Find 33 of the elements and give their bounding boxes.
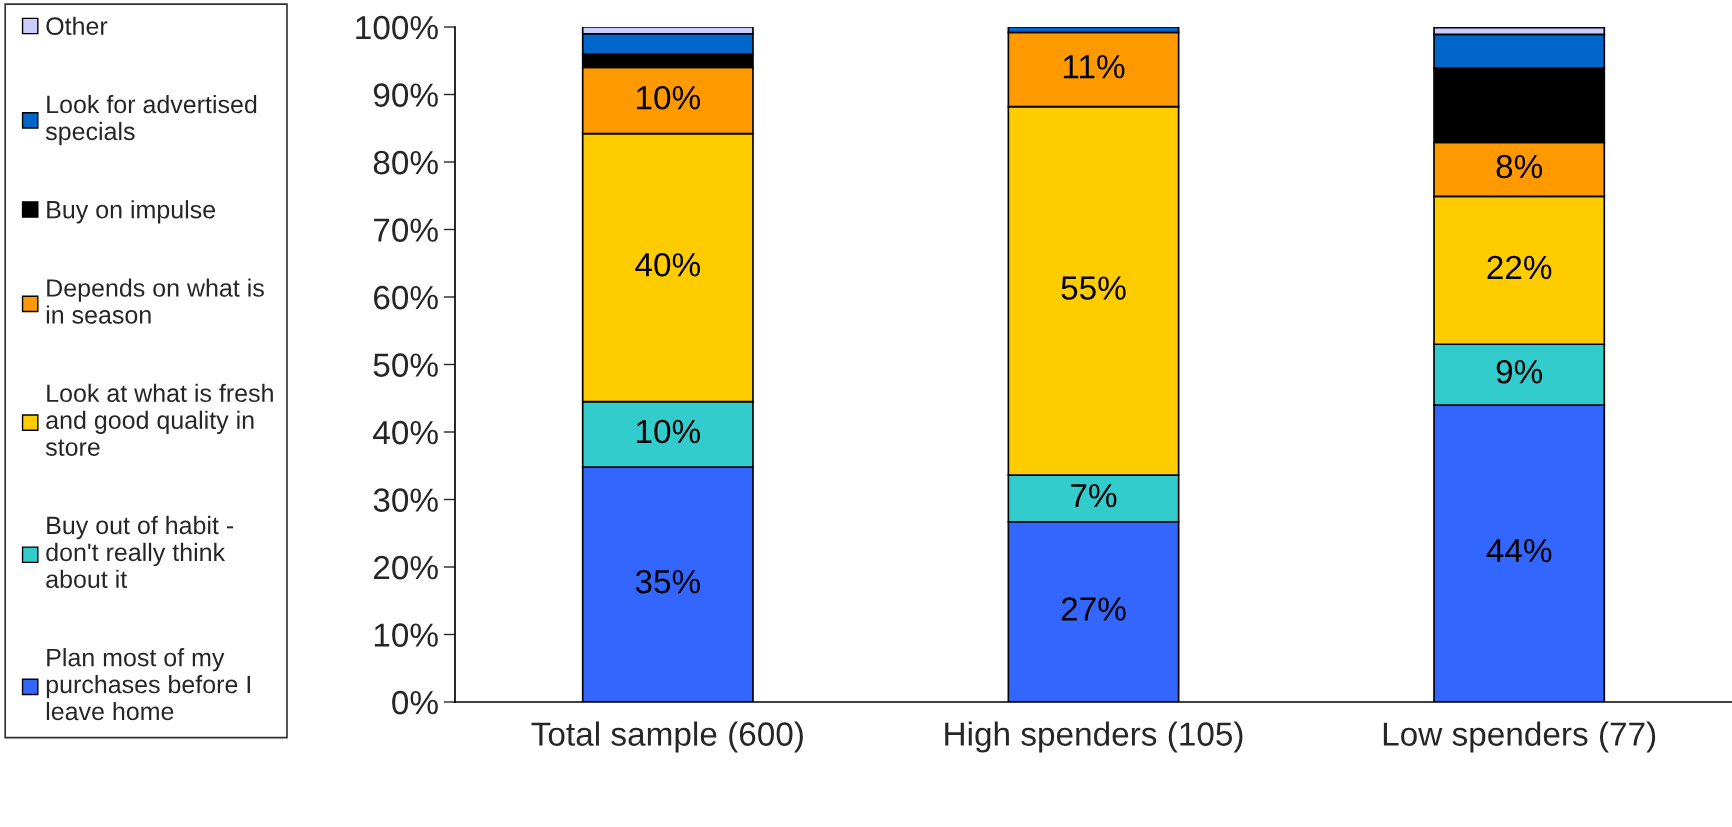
y-tick-label: 10% (374, 623, 438, 647)
x-tick-label: High spenders (105) (945, 721, 1243, 753)
data-label: 35% (635, 569, 701, 594)
legend-label: Plan most of my purchases before I leave home (46, 648, 250, 721)
legend-label: Buy out of habit - don't really think about it (46, 515, 234, 589)
data-label: 7% (1071, 483, 1117, 508)
data-label: 10% (637, 419, 701, 444)
y-tick-label: 90% (373, 83, 438, 107)
y-tick-label: 60% (374, 285, 438, 310)
data-label: 40% (635, 252, 701, 277)
y-tick-label: 40% (373, 420, 438, 445)
x-tick-label: Total sample (600) (531, 721, 803, 753)
data-label: 11% (1063, 55, 1125, 79)
data-label: 10% (637, 85, 701, 110)
y-tick-label: 100% (356, 15, 438, 40)
legend-label: Buy on impulse (47, 200, 216, 224)
data-label: 55% (1061, 276, 1126, 300)
legend-label: Other (46, 16, 108, 35)
y-tick-label: 30% (373, 488, 438, 512)
y-tick-label: 0% (392, 690, 438, 715)
y-tick-label: 50% (373, 353, 438, 377)
data-label: 27% (1061, 597, 1126, 621)
data-label: 22% (1487, 255, 1552, 280)
legend-label: Look at what is fresh and good quality in store (45, 383, 273, 456)
y-tick-label: 80% (373, 150, 438, 175)
data-label: 9% (1496, 359, 1543, 384)
x-tick-label: Low spenders (77) (1383, 721, 1656, 753)
legend-label: Depends on what is in season (46, 278, 264, 324)
data-label: 8% (1496, 154, 1543, 179)
y-tick-label: 70% (374, 218, 438, 242)
y-tick-label: 20% (373, 555, 438, 580)
legend-label: Look for advertised specials (45, 94, 257, 146)
data-label: 44% (1486, 538, 1552, 563)
